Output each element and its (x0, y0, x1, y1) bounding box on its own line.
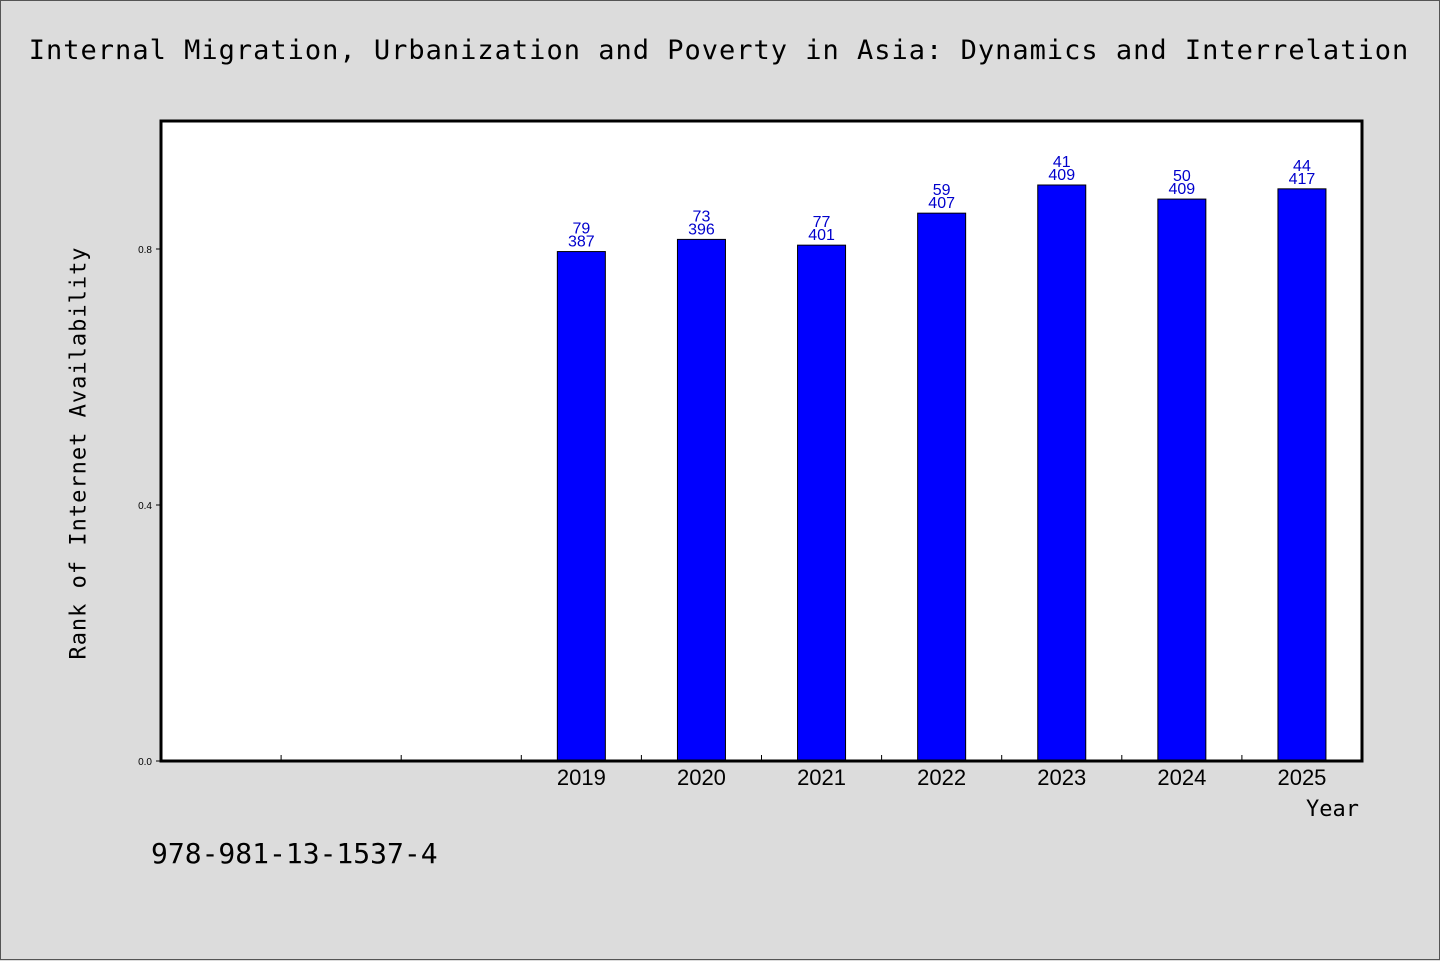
bar-label-top: 59 (933, 182, 951, 199)
bar-label-bottom: 409 (1168, 181, 1195, 198)
x-tick-label: 2020 (677, 765, 726, 790)
bar-label-bottom: 396 (688, 221, 715, 238)
x-tick-label: 2021 (797, 765, 846, 790)
x-tick-label: 2023 (1037, 765, 1086, 790)
y-tick-label: 0.0 (138, 757, 152, 768)
bar (1277, 188, 1327, 762)
bar-label-top: 79 (572, 221, 590, 238)
x-tick-label: 2024 (1157, 765, 1206, 790)
bar-label-bottom: 409 (1048, 167, 1075, 184)
bar (676, 238, 726, 762)
y-tick-label: 0.8 (138, 245, 152, 256)
x-axis-label: Year (1306, 797, 1359, 822)
x-tick-label: 2022 (917, 765, 966, 790)
bar-label-bottom: 407 (928, 195, 955, 212)
bar (797, 244, 847, 762)
footer-note: 978-981-13-1537-4 (151, 837, 438, 870)
plot-border (159, 119, 1364, 763)
bar (917, 212, 967, 762)
x-tick-label: 2019 (557, 765, 606, 790)
bar-label-top: 41 (1053, 154, 1071, 171)
y-tick-label: 0.4 (138, 501, 152, 512)
x-tick-label: 2025 (1277, 765, 1326, 790)
bar-label-bottom: 387 (568, 234, 595, 251)
bar-label-top: 77 (813, 214, 831, 231)
bar-label-bottom: 417 (1289, 171, 1316, 188)
bar-label-top: 73 (693, 208, 711, 225)
bar-label-top: 50 (1173, 168, 1191, 185)
chart-title: Internal Migration, Urbanization and Pov… (28, 35, 1410, 66)
bar-label-bottom: 401 (808, 227, 835, 244)
bar (1157, 198, 1207, 762)
bar (1037, 184, 1087, 762)
bar (556, 251, 606, 762)
bar-label-top: 44 (1293, 158, 1311, 175)
